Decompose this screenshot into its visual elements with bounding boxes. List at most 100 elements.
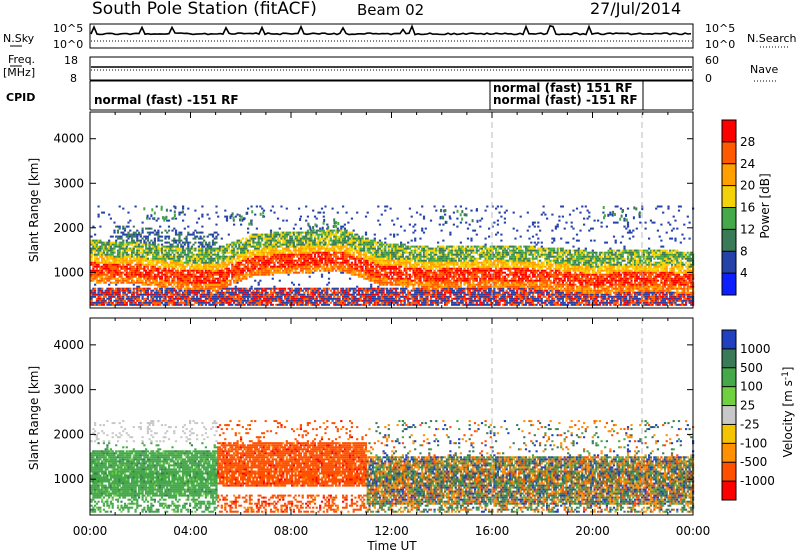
power-cell	[241, 289, 244, 292]
power-cell	[215, 285, 218, 288]
power-cell	[129, 271, 132, 274]
power-cell	[141, 287, 144, 290]
power-cell	[282, 241, 285, 244]
power-cell	[173, 261, 176, 264]
power-cell	[125, 287, 128, 290]
power-cell	[275, 291, 278, 294]
power-cell	[261, 253, 264, 256]
power-cell	[197, 297, 200, 300]
power-cell	[234, 265, 237, 268]
power-cell	[95, 275, 98, 278]
power-cell	[252, 269, 255, 272]
power-cell	[273, 267, 276, 270]
power-cell	[123, 251, 127, 254]
power-cell	[108, 261, 111, 264]
power-cell	[211, 299, 215, 302]
power-cell	[138, 281, 141, 284]
power-cell	[396, 301, 399, 304]
power-cell	[236, 289, 239, 292]
power-cell	[157, 301, 160, 304]
power-cell	[132, 235, 135, 238]
nsky-right-tick-top: 10^5	[705, 22, 735, 35]
power-cell	[95, 281, 98, 284]
power-cell	[289, 243, 292, 246]
power-cell	[285, 253, 288, 256]
power-cell	[255, 289, 258, 292]
power-cell	[127, 279, 130, 282]
power-cell	[241, 251, 244, 254]
power-cell	[259, 295, 262, 298]
power-cell	[97, 295, 100, 298]
power-cell	[155, 293, 158, 296]
power-cell	[255, 293, 258, 296]
power-cell	[296, 295, 299, 298]
power-cell	[99, 295, 102, 298]
power-cell	[208, 247, 211, 250]
power-cell	[287, 271, 290, 274]
power-cell	[166, 279, 169, 282]
power-cell	[160, 259, 164, 262]
power-cell	[241, 267, 244, 270]
power-cell	[111, 259, 114, 262]
power-cell	[113, 275, 116, 278]
power-cell	[280, 255, 283, 258]
power-cell	[185, 277, 188, 280]
power-cell	[192, 265, 195, 268]
power-cell	[394, 265, 397, 268]
power-cell	[305, 219, 308, 222]
power-cell	[143, 269, 146, 272]
power-cell	[218, 297, 222, 300]
power-cell	[183, 243, 186, 246]
power-cell	[315, 231, 318, 234]
power-cell	[120, 245, 123, 248]
power-cell	[280, 253, 283, 256]
power-cell	[166, 281, 169, 284]
power-cell	[134, 271, 137, 274]
power-cell	[182, 249, 185, 252]
power-cell	[343, 237, 346, 240]
power-cell	[245, 267, 248, 270]
power-cell	[138, 293, 141, 296]
power-cell	[153, 287, 156, 290]
power-cell	[262, 257, 266, 260]
power-cell	[108, 295, 111, 298]
power-cell	[269, 261, 273, 264]
power-cell	[233, 301, 236, 304]
power-cell	[206, 277, 209, 280]
power-cell	[95, 267, 98, 270]
power-cell	[122, 249, 125, 252]
power-cell	[164, 245, 167, 248]
power-cell	[99, 245, 102, 248]
power-cell	[150, 239, 153, 242]
power-cell	[203, 255, 206, 258]
power-cell	[204, 269, 207, 272]
power-cell	[129, 273, 132, 276]
power-cell	[299, 233, 302, 236]
power-cell	[180, 287, 183, 290]
power-cell	[203, 279, 206, 282]
power-cell	[280, 205, 283, 208]
power-cell	[132, 295, 135, 298]
power-cell	[157, 283, 160, 286]
power-cell	[134, 267, 137, 270]
power-cell	[201, 269, 204, 272]
power-cell	[122, 263, 125, 266]
power-cell	[252, 299, 255, 302]
power-cell	[252, 245, 255, 248]
power-cell	[129, 247, 132, 250]
power-cell	[106, 301, 109, 304]
power-cell	[255, 265, 258, 268]
power-cell	[169, 243, 172, 246]
power-cell	[174, 303, 178, 306]
power-cell	[113, 251, 116, 254]
power-cell	[183, 283, 186, 286]
power-cell	[324, 241, 327, 244]
power-cell	[136, 271, 139, 274]
power-cell	[171, 299, 174, 302]
power-cell	[157, 239, 160, 242]
power-cell	[129, 295, 132, 298]
power-cell	[192, 281, 195, 284]
power-cell	[320, 255, 324, 258]
power-cell	[257, 255, 260, 258]
power-cell	[164, 235, 167, 238]
